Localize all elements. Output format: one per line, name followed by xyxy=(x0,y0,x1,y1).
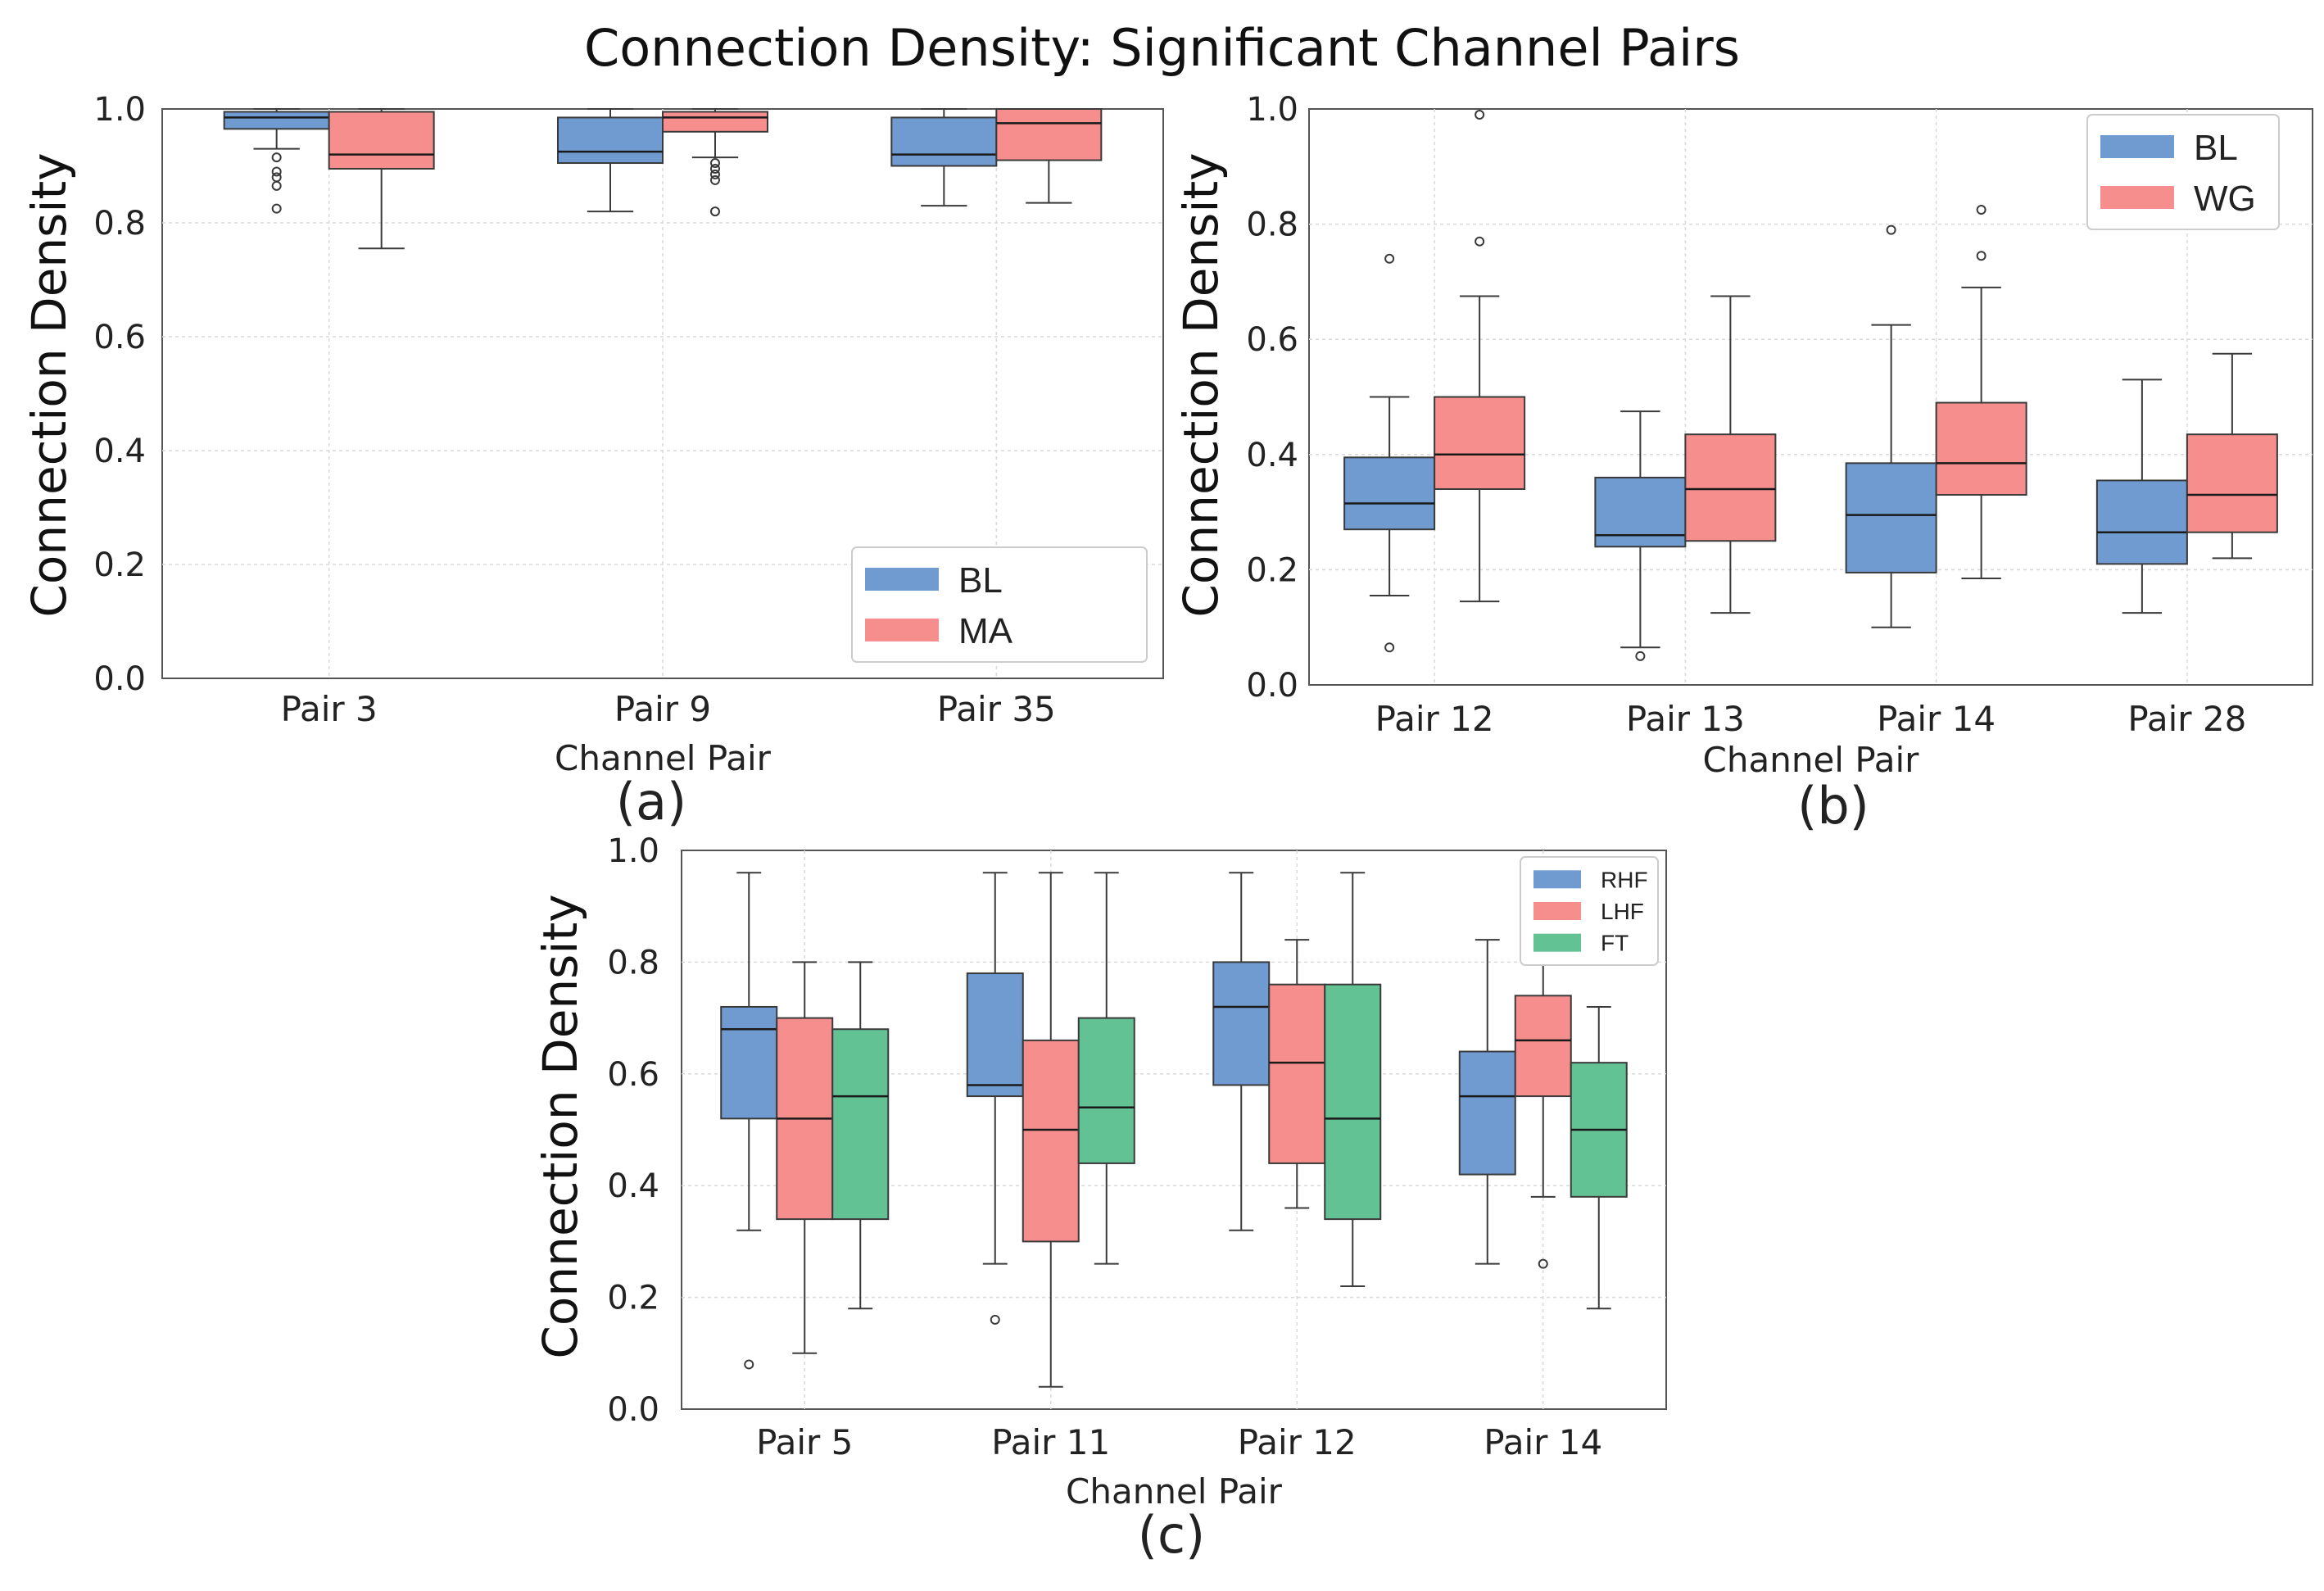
box-ma xyxy=(662,111,768,133)
y-tick-label: 0.0 xyxy=(1246,667,1298,705)
box-lhf xyxy=(1268,983,1326,1164)
y-tick-label: 0.2 xyxy=(1246,551,1298,589)
box-bl xyxy=(1845,462,1937,573)
x-tick-label: Pair 12 xyxy=(1375,699,1494,739)
y-tick-label: 0.6 xyxy=(93,319,146,356)
box-bl xyxy=(890,116,998,167)
box-bl xyxy=(1343,456,1436,531)
legend-swatch xyxy=(865,568,939,591)
y-tick-label: 1.0 xyxy=(1246,91,1298,129)
outlier-point xyxy=(271,180,282,191)
y-tick-label: 0.4 xyxy=(1246,437,1298,474)
x-tick-label: Pair 11 xyxy=(991,1422,1110,1462)
y-tick-label: 0.8 xyxy=(1246,206,1298,244)
y-tick-label: 1.0 xyxy=(93,91,146,129)
legend-swatch xyxy=(1533,933,1581,952)
legend-label: WG xyxy=(2194,179,2256,219)
box-rhf xyxy=(1212,961,1271,1086)
panel-label: (a) xyxy=(616,772,686,832)
legend-swatch xyxy=(1533,902,1581,920)
box-rhf xyxy=(966,972,1024,1098)
y-tick-label: 0.6 xyxy=(607,1056,659,1094)
outlier-point xyxy=(990,1314,1000,1325)
outlier-point xyxy=(271,152,282,163)
box-wg xyxy=(1684,433,1777,542)
outlier-point xyxy=(710,163,720,174)
box-wg xyxy=(2186,433,2278,533)
legend-label: LHF xyxy=(1601,899,1644,924)
outlier-point xyxy=(271,166,282,177)
legend-label: RHF xyxy=(1601,867,1648,892)
legend-swatch xyxy=(865,619,939,641)
outlier-point xyxy=(1538,1258,1548,1269)
outlier-point xyxy=(1635,650,1646,661)
outlier-point xyxy=(1976,251,1986,261)
legend-swatch xyxy=(1533,870,1581,889)
legend-swatch xyxy=(2100,135,2174,158)
outlier-point xyxy=(271,203,282,214)
x-tick-label: Pair 9 xyxy=(614,689,711,729)
y-tick-label: 0.0 xyxy=(607,1391,659,1429)
outlier-point xyxy=(710,169,720,179)
y-axis-title: Connection Density xyxy=(1173,152,1229,617)
x-axis-title: Channel Pair xyxy=(555,738,772,778)
x-tick-label: Pair 12 xyxy=(1238,1422,1357,1462)
box-lhf xyxy=(1514,995,1572,1098)
y-tick-label: 1.0 xyxy=(607,832,659,870)
box-wg xyxy=(1935,401,2027,496)
x-tick-label: Pair 3 xyxy=(281,689,378,729)
outlier-point xyxy=(1976,205,1986,215)
x-axis-title: Channel Pair xyxy=(1703,740,1920,780)
y-tick-label: 0.8 xyxy=(607,944,659,981)
x-tick-label: Pair 14 xyxy=(1484,1422,1602,1462)
outlier-point xyxy=(710,158,720,169)
outlier-point xyxy=(710,206,720,217)
box-rhf xyxy=(1458,1050,1516,1176)
box-bl xyxy=(557,116,664,165)
legend-swatch xyxy=(2100,186,2174,209)
y-axis-title: Connection Density xyxy=(21,152,77,617)
box-ma xyxy=(328,111,435,170)
box-ma xyxy=(995,108,1103,161)
x-tick-label: Pair 35 xyxy=(937,689,1056,729)
x-tick-label: Pair 14 xyxy=(1877,699,1996,739)
outlier-point xyxy=(710,175,720,185)
box-ft xyxy=(1324,983,1382,1221)
box-wg xyxy=(1434,396,1526,490)
y-tick-label: 0.2 xyxy=(607,1280,659,1317)
x-tick-label: Pair 28 xyxy=(2127,699,2246,739)
outlier-point xyxy=(1384,253,1395,264)
outlier-point xyxy=(1475,236,1485,247)
legend-label: BL xyxy=(958,560,1003,601)
y-tick-label: 0.4 xyxy=(607,1167,659,1205)
legend-label: BL xyxy=(2194,128,2238,168)
y-tick-label: 0.0 xyxy=(93,660,146,698)
outlier-point xyxy=(1384,642,1395,653)
x-axis-title: Channel Pair xyxy=(1066,1471,1283,1512)
panel-label: (b) xyxy=(1797,776,1869,836)
outlier-point xyxy=(1886,224,1896,235)
legend-label: FT xyxy=(1601,931,1629,956)
box-rhf xyxy=(720,1005,778,1120)
box-ft xyxy=(1077,1017,1135,1164)
y-tick-label: 0.8 xyxy=(93,205,146,243)
y-tick-label: 0.4 xyxy=(93,433,146,470)
x-tick-label: Pair 13 xyxy=(1626,699,1745,739)
panel-label: (c) xyxy=(1138,1505,1205,1565)
box-lhf xyxy=(1022,1039,1080,1243)
box-ft xyxy=(831,1028,890,1221)
y-axis-title: Connection Density xyxy=(532,894,588,1358)
figure-title: Connection Density: Significant Channel … xyxy=(583,18,1741,78)
x-tick-label: Pair 5 xyxy=(756,1422,853,1462)
outlier-point xyxy=(1475,110,1485,120)
y-tick-label: 0.6 xyxy=(1246,321,1298,359)
y-tick-label: 0.2 xyxy=(93,546,146,584)
outlier-point xyxy=(744,1359,754,1370)
legend-label: MA xyxy=(958,611,1013,651)
box-bl xyxy=(2095,479,2188,565)
